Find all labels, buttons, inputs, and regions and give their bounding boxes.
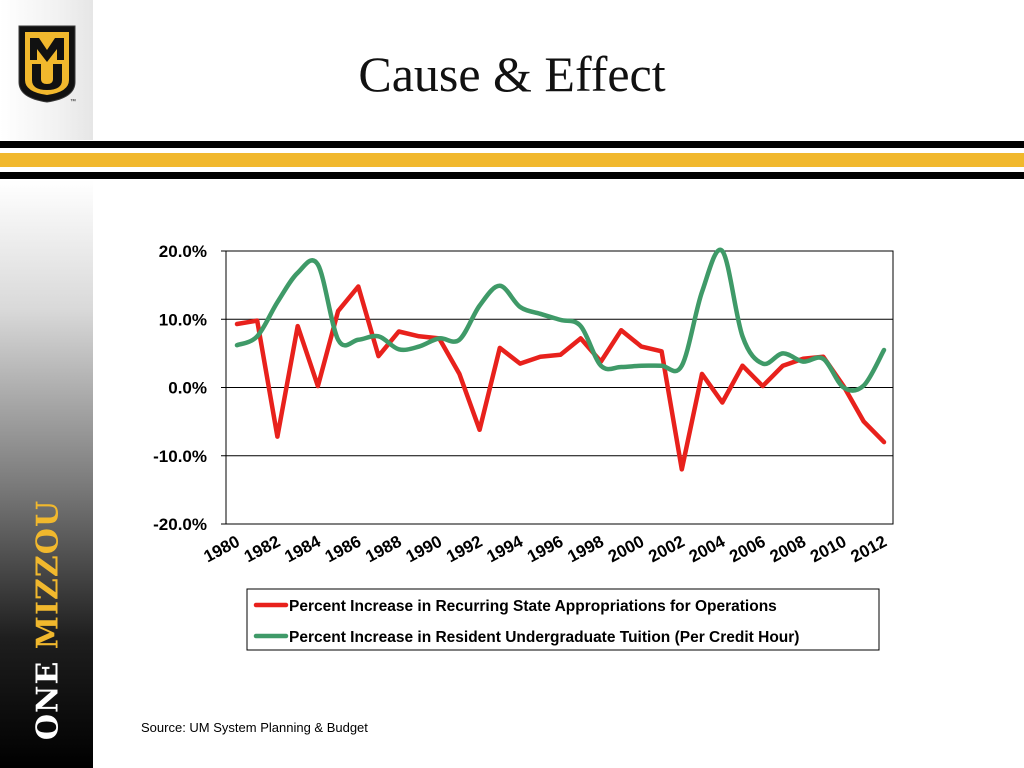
ytick-label-3: -10.0%: [153, 447, 207, 466]
xtick-label-1992: 1992: [443, 532, 485, 567]
xtick-label-1984: 1984: [281, 532, 324, 567]
slide-title: Cause & Effect: [358, 46, 666, 102]
logo-tm: ™: [70, 98, 76, 104]
top-black-stripe: [0, 141, 1024, 148]
legend-label-1: Percent Increase in Resident Undergradua…: [289, 629, 799, 646]
xtick-label-1986: 1986: [322, 532, 364, 567]
xtick-label-1982: 1982: [241, 532, 283, 567]
xtick-label-1994: 1994: [484, 532, 527, 567]
ytick-label-1: 10.0%: [159, 310, 207, 329]
ytick-label-2: 0.0%: [168, 379, 207, 398]
xtick-label-2002: 2002: [645, 532, 687, 567]
series-line-tuition: [234, 247, 887, 393]
xtick-label-2006: 2006: [726, 532, 768, 567]
xtick-label-2012: 2012: [848, 532, 890, 567]
xtick-label-1988: 1988: [362, 532, 404, 567]
source-note: Source: UM System Planning & Budget: [141, 720, 368, 735]
sidebar-bottom-panel: [0, 180, 93, 768]
ytick-label-4: -20.0%: [153, 515, 207, 534]
bottom-black-stripe: [0, 172, 1024, 179]
series-line-state-appropriations: [234, 284, 887, 472]
xtick-label-1996: 1996: [524, 532, 566, 567]
xtick-label-2008: 2008: [767, 532, 809, 567]
xtick-label-2004: 2004: [686, 532, 729, 567]
gold-stripe: [0, 153, 1024, 167]
legend-label-0: Percent Increase in Recurring State Appr…: [289, 598, 777, 615]
legend-box: [246, 588, 880, 651]
ytick-label-0: 20.0%: [159, 242, 207, 261]
xtick-label-1990: 1990: [403, 532, 445, 567]
xtick-label-1998: 1998: [564, 532, 606, 567]
xtick-label-2000: 2000: [605, 532, 647, 567]
xtick-label-2010: 2010: [807, 532, 849, 567]
xtick-label-1980: 1980: [201, 532, 243, 567]
mu-logo: ™: [18, 25, 76, 104]
